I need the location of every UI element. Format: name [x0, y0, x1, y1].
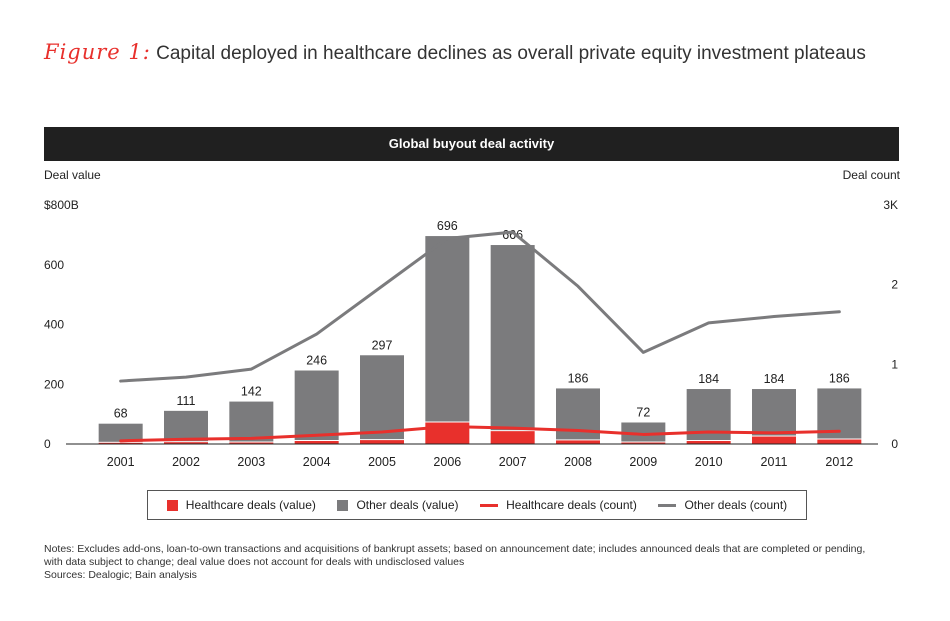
bar-other-value	[229, 401, 274, 442]
bar-other-value	[490, 245, 535, 431]
left-tick-label: $800B	[44, 198, 79, 212]
bar-total-label: 184	[698, 372, 719, 386]
legend-item-other-value: Other deals (value)	[337, 498, 459, 512]
bar-healthcare-value	[360, 440, 404, 444]
legend-swatch-healthcare-value	[166, 499, 178, 511]
legend-swatch-other-value	[337, 499, 349, 511]
left-tick-label: 400	[44, 318, 64, 332]
bar-healthcare-value	[621, 442, 666, 444]
x-tick-label: 2009	[629, 455, 657, 469]
x-tick-label: 2011	[761, 455, 788, 469]
left-tick-label: 600	[44, 258, 64, 272]
bar-other-value	[164, 410, 208, 442]
x-tick-label: 2008	[564, 455, 592, 469]
figure-label: Figure 1:	[44, 40, 151, 64]
bar-other-value	[98, 423, 143, 442]
bar-other-value	[360, 355, 404, 440]
chart-canvas: 0 200 400 600 $800B 0 1 2 3K 68 2001 111 2002 142 2003…	[44, 198, 898, 469]
figure-title: Figure 1: Capital deployed in healthcare…	[44, 40, 866, 65]
bar-other-value	[425, 236, 470, 422]
notes-line-1: Notes: Excludes add-ons, loan-to-own tra…	[44, 543, 866, 555]
left-tick-label: 200	[44, 377, 64, 391]
legend-swatch-other-count	[658, 503, 677, 507]
bar-other-value	[294, 370, 339, 441]
bar-total-label: 696	[437, 219, 458, 233]
x-tick-label: 2006	[433, 455, 461, 469]
bar-other-value	[752, 389, 796, 436]
right-tick-label: 1	[891, 357, 898, 371]
x-tick-label: 2005	[368, 455, 396, 469]
legend-label-other-count: Other deals (count)	[684, 498, 788, 512]
right-axis-title: Deal count	[842, 168, 900, 182]
bar-healthcare-value	[164, 442, 208, 444]
bar-total-label: 186	[568, 371, 589, 385]
legend-swatch-healthcare-count	[480, 503, 499, 507]
bar-total-label: 184	[764, 372, 785, 386]
bar-total-label: 297	[372, 338, 393, 352]
notes-line-2: with data subject to change; deal value …	[44, 556, 465, 568]
bar-healthcare-value	[556, 440, 600, 444]
x-tick-label: 2007	[499, 455, 527, 469]
legend-item-healthcare-count: Healthcare deals (count)	[480, 498, 637, 512]
line-other-deals-count	[119, 230, 841, 383]
legend-item-other-count: Other deals (count)	[658, 498, 787, 512]
right-tick-label: 2	[891, 278, 898, 292]
bar-healthcare-value	[229, 442, 274, 444]
bar-healthcare-value	[490, 431, 535, 444]
bar-healthcare-value	[98, 442, 143, 444]
figure-title-text: Capital deployed in healthcare declines …	[156, 43, 866, 64]
left-axis-title: Deal value	[44, 168, 101, 182]
legend-label-healthcare-count: Healthcare deals (count)	[506, 498, 637, 512]
chart-header: Global buyout deal activity	[44, 127, 899, 161]
bar-total-label: 186	[829, 371, 850, 385]
right-tick-label: 3K	[883, 198, 898, 212]
bar-total-label: 142	[241, 385, 262, 399]
line-healthcare-deals-count	[119, 424, 841, 443]
x-tick-label: 2004	[303, 455, 331, 469]
left-tick-label: 0	[44, 437, 51, 451]
bar-total-label: 68	[114, 407, 128, 421]
legend-item-healthcare-value: Healthcare deals (value)	[166, 498, 316, 512]
bar-total-label: 246	[306, 354, 327, 368]
bar-healthcare-value	[752, 436, 796, 444]
x-tick-label: 2002	[172, 455, 200, 469]
legend-label-other-value: Other deals (value)	[356, 498, 459, 512]
bar-healthcare-value	[686, 441, 731, 444]
x-tick-label: 2010	[695, 455, 723, 469]
bar-total-label: 111	[176, 394, 195, 408]
bar-healthcare-value	[817, 439, 862, 444]
right-tick-label: 0	[891, 437, 898, 451]
legend-label-healthcare-value: Healthcare deals (value)	[185, 498, 316, 512]
x-tick-label: 2001	[107, 455, 135, 469]
legend: Healthcare deals (value) Other deals (va…	[147, 490, 807, 520]
notes: Notes: Excludes add-ons, loan-to-own tra…	[44, 543, 924, 582]
bar-healthcare-value	[294, 441, 339, 444]
bar-other-value	[621, 422, 666, 442]
x-tick-label: 2003	[237, 455, 265, 469]
x-tick-label: 2012	[825, 455, 853, 469]
bar-total-label: 72	[636, 405, 650, 419]
notes-sources: Sources: Dealogic; Bain analysis	[44, 569, 197, 581]
